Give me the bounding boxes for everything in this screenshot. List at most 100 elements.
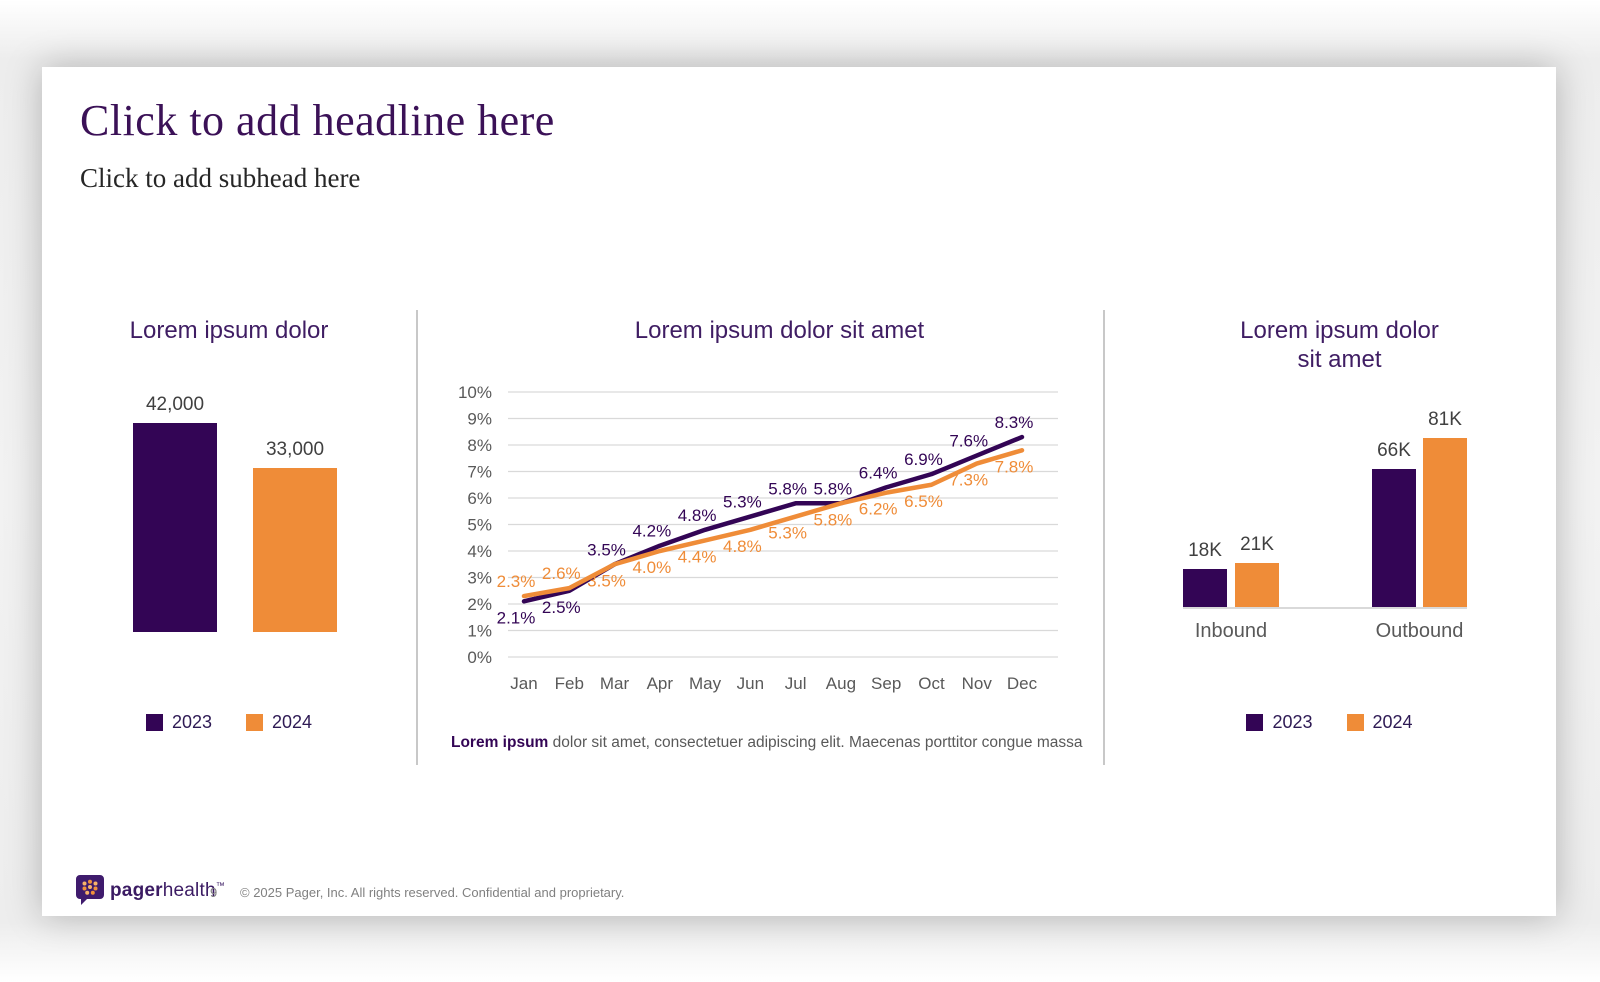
- y-tick-label: 5%: [467, 516, 492, 535]
- slide-canvas: Click to add headline here Click to add …: [42, 67, 1556, 916]
- line-series-2024: [521, 448, 1025, 599]
- slide-footer: pagerhealth™ 9 © 2025 Pager, Inc. All ri…: [42, 867, 1556, 907]
- x-tick-label: Sep: [871, 674, 901, 693]
- data-label-2023: 5.3%: [723, 493, 762, 512]
- legend-label: 2024: [1372, 712, 1413, 732]
- bar-value-label: 42,000: [145, 394, 205, 415]
- panel-divider-right: [1103, 310, 1105, 765]
- legend-item: 2023: [1246, 712, 1313, 733]
- data-label-2023: 7.6%: [949, 432, 988, 451]
- y-tick-label: 1%: [467, 622, 492, 641]
- caption-rest: dolor sit amet, consectetuer adipiscing …: [548, 734, 1083, 751]
- y-tick-label: 3%: [467, 569, 492, 588]
- legend-item: 2024: [1346, 712, 1413, 733]
- data-label-2024: 6.5%: [904, 492, 943, 511]
- data-label-2023: 8.3%: [995, 413, 1034, 432]
- data-label-2023: 3.5%: [587, 540, 626, 559]
- x-tick-label: Aug: [826, 674, 856, 693]
- data-label-2024: 6.2%: [859, 500, 898, 519]
- caption-bold: Lorem ipsum: [451, 734, 549, 751]
- left-chart-title: Lorem ipsum dolor: [129, 317, 329, 344]
- pager-health-wordmark: pagerhealth™: [110, 880, 225, 902]
- x-tick-label: Jul: [785, 674, 807, 693]
- bar-Inbound-2024: [1235, 563, 1279, 607]
- data-label-2023: 2.1%: [497, 608, 536, 627]
- bar-value-label: 81K: [1428, 409, 1462, 430]
- legend-swatch: [1346, 714, 1364, 731]
- bar-value-label: 66K: [1377, 440, 1411, 461]
- data-label-2023: 6.9%: [904, 450, 943, 469]
- legend-swatch: [246, 714, 263, 731]
- bar-value-label: 18K: [1188, 540, 1222, 561]
- category-label-inbound: Inbound: [1194, 620, 1268, 642]
- category-label-outbound: Outbound: [1375, 620, 1464, 642]
- y-tick-label: 10%: [458, 383, 492, 402]
- data-label-2023: 4.8%: [678, 506, 717, 525]
- legend-swatch: [1246, 714, 1264, 731]
- data-label-2024: 2.3%: [497, 572, 536, 591]
- y-tick-label: 0%: [467, 648, 492, 667]
- x-tick-label: May: [689, 674, 722, 693]
- right-bar-chart-plot: 18K 66K 21K 81K Inbound Outbound: [1103, 310, 1556, 765]
- bar-2023: [133, 423, 217, 632]
- x-tick-label: Feb: [555, 674, 584, 693]
- data-label-2024: 7.8%: [995, 457, 1034, 476]
- subhead-placeholder[interactable]: Click to add subhead here: [80, 163, 361, 193]
- line-chart-title: Lorem ipsum dolor sit amet: [634, 317, 925, 344]
- legend-item: 2024: [246, 712, 312, 733]
- line-chart-panel: Lorem ipsum dolor sit amet 0% 1% 2% 3% 4% 5% 6…: [416, 310, 1103, 765]
- data-label-2024: 3.5%: [587, 571, 626, 590]
- bar-value-label: 21K: [1240, 534, 1274, 555]
- bar-Outbound-2023: [1372, 469, 1416, 607]
- brand-pager: pager: [110, 880, 163, 901]
- data-label-2024: 4.0%: [632, 558, 671, 577]
- left-bar-chart-plot: 42,000 33,000: [42, 310, 416, 765]
- right-chart-legend: 2023 2024: [1103, 712, 1556, 733]
- legend-label: 2023: [1272, 712, 1313, 732]
- legend-label: 2023: [171, 712, 212, 732]
- data-label-2024: 7.3%: [949, 471, 988, 490]
- line-chart-plot: 0% 1% 2% 3% 4% 5% 6% 7% 8% 9% 10% Jan Feb Mar Apr May Ju…: [458, 383, 1058, 693]
- data-label-2024: 5.8%: [814, 510, 853, 529]
- bar-value-label: 33,000: [265, 439, 325, 460]
- panel-divider-left: [416, 310, 418, 765]
- bar-Outbound-2024: [1423, 438, 1467, 607]
- data-label-2023: 5.8%: [814, 479, 853, 498]
- legend-item: 2023: [145, 712, 212, 733]
- data-label-2023: 6.4%: [859, 463, 898, 482]
- x-tick-label: Nov: [962, 674, 993, 693]
- data-label-2024: 4.8%: [723, 537, 762, 556]
- data-label-2023: 5.8%: [768, 479, 807, 498]
- line-chart-caption: Lorem ipsum dolor sit amet, consectetuer…: [451, 734, 1091, 752]
- data-label-2023: 2.5%: [542, 598, 581, 617]
- y-tick-label: 7%: [467, 463, 492, 482]
- y-tick-label: 9%: [467, 410, 492, 429]
- right-chart-title-line1: Lorem ipsum dolor: [1240, 317, 1439, 344]
- x-tick-label: Mar: [600, 674, 630, 693]
- x-tick-label: Apr: [647, 674, 674, 693]
- data-label-2023: 4.2%: [632, 522, 671, 541]
- legend-swatch: [145, 714, 163, 731]
- bar-2024: [253, 468, 337, 632]
- x-tick-label: Oct: [918, 674, 945, 693]
- x-tick-label: Jun: [737, 674, 764, 693]
- brand-health: health: [162, 880, 216, 901]
- bar-Inbound-2023: [1183, 569, 1227, 607]
- x-axis-baseline: [1183, 607, 1467, 609]
- y-tick-label: 4%: [467, 542, 492, 561]
- data-label-2024: 5.3%: [768, 524, 807, 543]
- headline-placeholder[interactable]: Click to add headline here: [80, 96, 555, 145]
- x-tick-label: Jan: [510, 674, 537, 693]
- right-bar-chart-panel: Lorem ipsum dolor sit amet 18K 66K 21K 81K I…: [1103, 310, 1556, 765]
- left-bar-chart-panel: Lorem ipsum dolor 42,000 33,000 2023 2024: [42, 310, 416, 765]
- left-chart-legend: 2023 2024: [42, 712, 416, 733]
- y-tick-label: 2%: [467, 595, 492, 614]
- data-label-2024: 2.6%: [542, 564, 581, 583]
- page-number: 9: [210, 885, 218, 900]
- right-chart-title-line2: sit amet: [1297, 346, 1382, 373]
- copyright-text: © 2025 Pager, Inc. All rights reserved. …: [240, 885, 625, 900]
- trademark-symbol: ™: [215, 880, 225, 891]
- data-label-2024: 4.4%: [678, 547, 717, 566]
- y-tick-label: 6%: [467, 489, 492, 508]
- y-tick-label: 8%: [467, 436, 492, 455]
